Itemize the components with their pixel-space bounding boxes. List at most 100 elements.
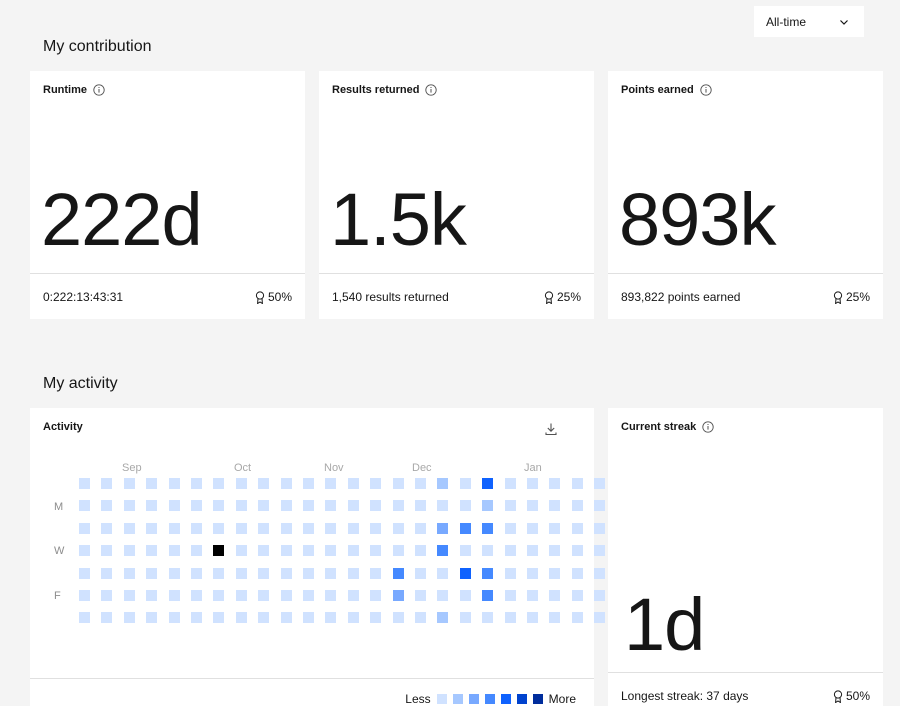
heatmap-cell[interactable] [146,590,158,601]
heatmap-cell[interactable] [527,500,538,512]
heatmap-cell[interactable] [146,478,158,489]
heatmap-cell[interactable] [303,478,314,489]
heatmap-cell[interactable] [101,522,113,534]
heatmap-cell[interactable] [101,545,113,557]
heatmap-cell[interactable] [168,522,180,534]
heatmap-cell[interactable] [258,500,270,512]
heatmap-cell[interactable] [347,500,359,512]
heatmap-cell[interactable] [191,567,202,579]
heatmap-cell[interactable] [370,522,382,534]
heatmap-cell[interactable] [437,567,449,579]
heatmap-cell[interactable] [549,545,561,557]
heatmap-cell[interactable] [459,590,471,601]
heatmap-cell[interactable] [549,478,561,489]
heatmap-cell[interactable] [235,612,247,624]
heatmap-cell[interactable] [392,478,404,489]
heatmap-cell[interactable] [79,545,90,557]
heatmap-cell[interactable] [235,478,247,489]
heatmap-cell[interactable] [594,545,606,557]
heatmap-cell[interactable] [168,567,180,579]
heatmap-cell[interactable] [392,522,404,534]
heatmap-cell[interactable] [168,590,180,601]
heatmap-cell[interactable] [415,567,426,579]
heatmap-cell[interactable] [235,545,247,557]
heatmap-cell[interactable] [79,522,90,534]
heatmap-cell[interactable] [415,612,426,624]
heatmap-cell[interactable] [370,478,382,489]
heatmap-cell[interactable] [347,590,359,601]
heatmap-cell[interactable] [213,545,225,557]
heatmap-cell[interactable] [370,590,382,601]
heatmap-cell[interactable] [303,545,314,557]
heatmap-cell[interactable] [101,590,113,601]
heatmap-cell[interactable] [437,522,449,534]
heatmap-cell[interactable] [325,545,337,557]
heatmap-cell[interactable] [571,545,583,557]
heatmap-cell[interactable] [146,612,158,624]
heatmap-cell[interactable] [303,500,314,512]
heatmap-cell[interactable] [146,567,158,579]
heatmap-cell[interactable] [303,522,314,534]
heatmap-cell[interactable] [258,545,270,557]
heatmap-cell[interactable] [235,567,247,579]
heatmap-cell[interactable] [235,590,247,601]
heatmap-cell[interactable] [325,590,337,601]
heatmap-cell[interactable] [504,612,516,624]
heatmap-cell[interactable] [415,522,426,534]
heatmap-cell[interactable] [325,522,337,534]
heatmap-cell[interactable] [258,478,270,489]
heatmap-cell[interactable] [79,590,90,601]
heatmap-cell[interactable] [482,612,494,624]
info-icon[interactable] [700,84,712,96]
heatmap-cell[interactable] [258,522,270,534]
heatmap-cell[interactable] [258,590,270,601]
heatmap-cell[interactable] [303,567,314,579]
heatmap-cell[interactable] [280,590,292,601]
heatmap-cell[interactable] [571,522,583,534]
heatmap-cell[interactable] [325,478,337,489]
heatmap-cell[interactable] [213,522,225,534]
heatmap-cell[interactable] [191,590,202,601]
heatmap-cell[interactable] [146,500,158,512]
heatmap-cell[interactable] [280,500,292,512]
heatmap-cell[interactable] [123,478,135,489]
heatmap-cell[interactable] [370,567,382,579]
heatmap-cell[interactable] [370,612,382,624]
heatmap-cell[interactable] [392,545,404,557]
heatmap-cell[interactable] [191,522,202,534]
heatmap-cell[interactable] [415,478,426,489]
heatmap-cell[interactable] [437,545,449,557]
info-icon[interactable] [93,84,105,96]
download-icon[interactable] [544,422,558,436]
heatmap-cell[interactable] [392,590,404,601]
heatmap-cell[interactable] [571,590,583,601]
heatmap-cell[interactable] [437,500,449,512]
heatmap-cell[interactable] [235,500,247,512]
heatmap-cell[interactable] [594,590,606,601]
heatmap-cell[interactable] [280,567,292,579]
heatmap-cell[interactable] [459,545,471,557]
heatmap-cell[interactable] [123,567,135,579]
heatmap-cell[interactable] [191,500,202,512]
heatmap-cell[interactable] [437,478,449,489]
heatmap-cell[interactable] [123,590,135,601]
heatmap-cell[interactable] [101,612,113,624]
timeframe-dropdown[interactable]: All-time [754,6,864,37]
heatmap-cell[interactable] [459,500,471,512]
heatmap-cell[interactable] [392,567,404,579]
heatmap-cell[interactable] [79,612,90,624]
heatmap-cell[interactable] [79,478,90,489]
heatmap-cell[interactable] [235,522,247,534]
heatmap-cell[interactable] [101,500,113,512]
heatmap-cell[interactable] [482,500,494,512]
heatmap-cell[interactable] [527,478,538,489]
heatmap-cell[interactable] [527,522,538,534]
heatmap-cell[interactable] [549,590,561,601]
info-icon[interactable] [425,84,438,96]
heatmap-cell[interactable] [168,545,180,557]
heatmap-cell[interactable] [123,500,135,512]
heatmap-cell[interactable] [594,500,606,512]
heatmap-cell[interactable] [549,612,561,624]
heatmap-cell[interactable] [571,567,583,579]
heatmap-cell[interactable] [146,545,158,557]
